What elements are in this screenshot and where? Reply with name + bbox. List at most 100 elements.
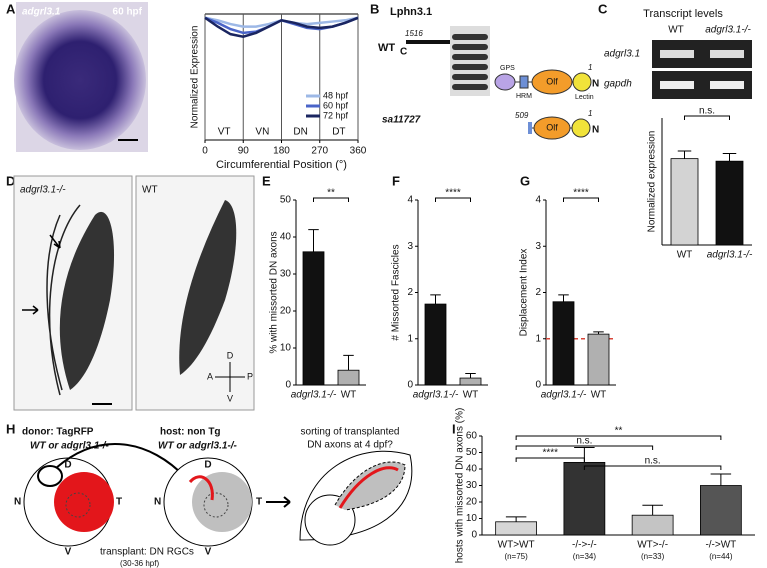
label: 1516 (405, 29, 423, 38)
y-tick-label: 40 (466, 464, 478, 475)
bar (670, 158, 699, 246)
y-axis-label: Displacement Index (519, 249, 530, 337)
legend-label: 60 hpf (323, 100, 349, 110)
image-label: 60 hpf (113, 7, 143, 18)
significance-bracket (684, 115, 730, 120)
label: sorting of transplanted (301, 427, 400, 438)
y-axis-label: Normalized expression (647, 131, 658, 233)
x-tick-label: -/->WT (705, 540, 736, 551)
error-bar (677, 150, 692, 159)
y-tick-label: 2 (407, 287, 413, 298)
region-label: VT (218, 127, 231, 138)
eye-label: T (256, 497, 262, 508)
label: Olf (546, 122, 558, 132)
significance-label: **** (542, 448, 558, 459)
error-bar (343, 354, 354, 371)
image-label: adgrl3.1 (22, 7, 61, 18)
x-tick-label: 180 (273, 146, 290, 157)
x-tick-sublabel: (n=34) (573, 552, 597, 561)
significance-label: **** (445, 188, 461, 199)
y-tick-label: 50 (466, 447, 478, 458)
eye (14, 10, 146, 150)
arrow (49, 234, 61, 249)
gel-row: gapdh (604, 79, 632, 90)
error-bar (465, 372, 476, 379)
y-tick-label: 1 (535, 333, 541, 344)
gel-band (710, 50, 744, 58)
dn-region (334, 461, 406, 511)
error-bar (430, 294, 441, 305)
significance-bracket (563, 197, 599, 202)
significance-label: ** (327, 188, 335, 199)
x-tick-label: WT (677, 250, 693, 261)
x-tick-label: 360 (350, 146, 367, 157)
bar (424, 303, 447, 386)
gel-band (660, 50, 694, 58)
image-label: adgrl3.1-/- (20, 185, 66, 196)
label: sa11727 (382, 115, 421, 126)
error-bar (710, 473, 732, 486)
x-tick-sublabel: (n=75) (504, 552, 528, 561)
significance-label: n.s. (576, 436, 592, 447)
label: (30-36 hpf) (120, 559, 159, 568)
region-label: VN (255, 127, 269, 138)
bar (459, 377, 482, 386)
olf-domain (531, 69, 573, 95)
y-tick-label: 3 (535, 241, 541, 252)
error-bar (642, 504, 663, 516)
label: host: non Tg (160, 427, 221, 438)
label: 1 (588, 63, 592, 72)
eye-label: T (116, 497, 122, 508)
diagram-title: Lphn3.1 (390, 6, 432, 18)
arrow (22, 305, 39, 315)
bar (715, 160, 744, 246)
y-tick-label: 0 (407, 380, 413, 391)
error-bar (505, 516, 527, 522)
eye-label: N (14, 497, 21, 508)
x-tick-label: adgrl3.1-/- (707, 250, 753, 261)
panel-letter: D (6, 173, 15, 188)
gps-domain (494, 73, 516, 91)
label: HRM (516, 93, 532, 100)
eye-label: N (154, 497, 161, 508)
y-tick-label: 4 (535, 195, 541, 206)
label: 509 (515, 111, 529, 120)
transplanted-axons (188, 475, 214, 501)
error-bar (558, 294, 569, 302)
region-label: DT (332, 127, 345, 138)
panel-letter: I (452, 421, 456, 436)
label: 1 (588, 109, 592, 118)
label: Lectin (575, 94, 594, 101)
axons (46, 204, 81, 396)
lens-host (192, 472, 252, 532)
olf-domain (533, 116, 571, 140)
bar (631, 514, 674, 536)
x-tick-sublabel: (n=44) (709, 552, 733, 561)
y-tick-label: 30 (466, 480, 478, 491)
panel-letter: G (520, 173, 530, 188)
error-bar (722, 153, 737, 162)
y-axis-label: Normalized Expression (190, 26, 201, 129)
eye-label: D (64, 460, 71, 471)
significance-label: n.s. (699, 106, 715, 117)
significance-bracket (435, 197, 471, 202)
y-tick-label: 4 (407, 195, 413, 206)
lectin-domain (571, 118, 591, 138)
bar (552, 301, 575, 386)
y-axis-label: hosts with missorted DN axons (%) (455, 408, 466, 564)
x-tick-label: adgrl3.1-/- (413, 390, 459, 401)
legend-label: 48 hpf (323, 90, 349, 100)
panel-letter: A (6, 1, 16, 16)
x-tick-label: 270 (311, 146, 328, 157)
lectin-domain (572, 72, 592, 92)
significance-label: ** (615, 426, 623, 437)
bar (302, 251, 325, 386)
label: C (400, 47, 407, 58)
transplanted-axons (338, 466, 399, 509)
x-tick-label: -/->-/- (572, 540, 597, 551)
axons (59, 211, 115, 390)
image-label: WT (142, 185, 158, 196)
hrm-fragment (528, 122, 532, 134)
x-tick-label: WT>-/- (637, 540, 668, 551)
